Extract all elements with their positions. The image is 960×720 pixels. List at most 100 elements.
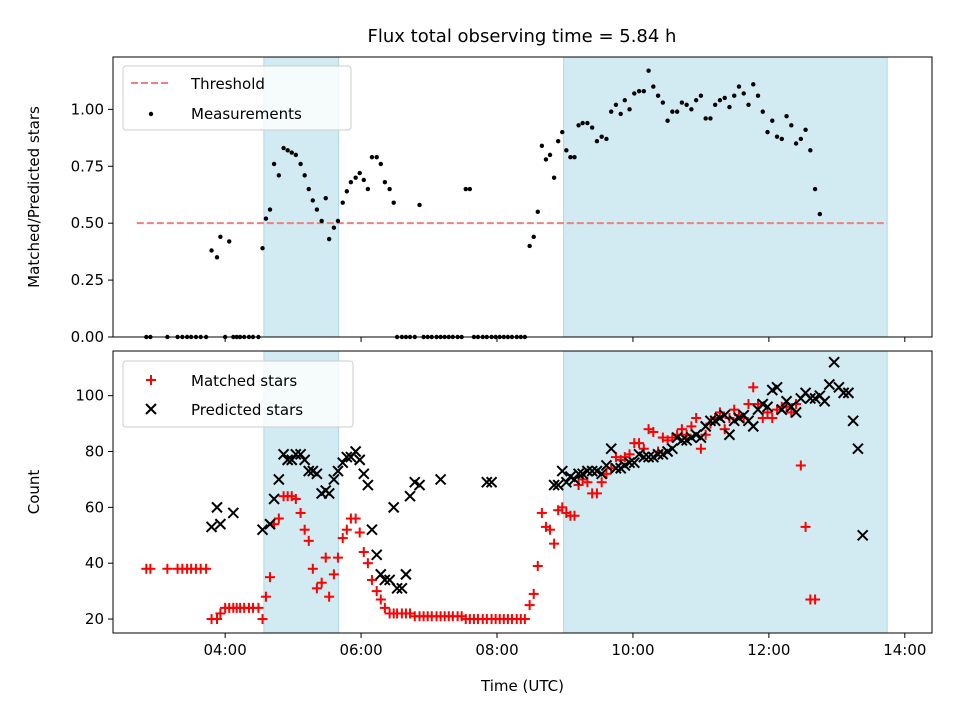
point-x-78 (704, 415, 717, 427)
y-tick-label: 40 (85, 554, 104, 572)
point-x-65 (642, 451, 655, 463)
point-dot-45 (357, 170, 362, 176)
point-dot-107 (622, 98, 627, 103)
point-dot-87 (535, 209, 540, 214)
point-dot-141 (784, 113, 789, 119)
point-x-12 (294, 448, 307, 461)
point-dot-95 (568, 154, 573, 160)
point-dot-143 (793, 141, 799, 146)
point-dot-113 (651, 84, 656, 89)
point-x-3 (227, 507, 240, 519)
point-dot-119 (679, 100, 685, 105)
point-x-70 (666, 443, 679, 455)
point-dot-121 (689, 107, 694, 112)
point-plus-2 (162, 563, 173, 574)
point-x-23 (341, 451, 353, 463)
point-x-76 (695, 431, 707, 444)
legend-threshold-label: Threshold (190, 75, 265, 93)
point-plus-142 (786, 407, 797, 418)
y-tick-label: 100 (75, 387, 104, 405)
point-dot-89 (543, 157, 549, 162)
point-plus-51 (379, 602, 390, 613)
point-x-38 (404, 490, 416, 502)
point-dot-27 (281, 145, 286, 151)
point-plus-1 (145, 563, 156, 574)
point-dot-22 (260, 246, 265, 251)
point-dot-103 (604, 136, 609, 142)
point-x-81 (718, 409, 731, 421)
point-x-87 (747, 420, 759, 433)
point-dot-14 (227, 239, 232, 244)
point-x-2 (214, 518, 227, 530)
point-plus-11 (211, 614, 222, 625)
x-tick-label: 12:00 (747, 641, 790, 659)
point-x-0 (205, 521, 218, 533)
point-dot-139 (774, 134, 780, 139)
point-plus-34 (307, 563, 318, 574)
point-x-52 (581, 465, 594, 477)
point-x-58 (610, 462, 622, 474)
point-dot-129 (727, 104, 732, 110)
point-plus-30 (290, 493, 301, 504)
point-plus-31 (295, 507, 306, 518)
point-dot-144 (798, 136, 804, 142)
point-dot-53 (391, 200, 396, 205)
point-dot-30 (293, 152, 299, 158)
point-dot-44 (353, 175, 358, 180)
point-plus-24 (265, 572, 276, 583)
point-dot-116 (665, 118, 670, 123)
point-dot-92 (555, 139, 561, 144)
point-x-1 (211, 501, 223, 514)
point-x-40 (413, 479, 426, 491)
point-dot-91 (551, 175, 557, 180)
point-plus-32 (299, 524, 310, 535)
count-panel-legend: Matched stars Predicted stars (122, 360, 354, 428)
point-plus-138 (767, 413, 778, 424)
point-dot-28 (285, 148, 290, 153)
point-plus-48 (366, 574, 377, 585)
legend-measurements-label: Measurements (191, 105, 302, 123)
shaded-interval-1 (563, 350, 888, 634)
point-dot-147 (812, 186, 818, 192)
point-dot-32 (302, 173, 307, 178)
point-x-10 (286, 454, 298, 466)
y-tick-label: 1.00 (71, 100, 104, 118)
count-panel-ylabel: Count (25, 470, 43, 515)
point-x-41 (434, 473, 447, 486)
point-x-13 (298, 454, 311, 466)
point-dot-35 (314, 207, 320, 212)
point-plus-44 (350, 513, 361, 524)
point-x-42 (481, 476, 493, 488)
point-dot-52 (387, 186, 392, 192)
point-x-46 (556, 465, 568, 477)
ratio-legend-box (122, 65, 352, 131)
point-x-99 (804, 392, 817, 405)
point-x-64 (638, 451, 650, 463)
point-dot-136 (760, 109, 765, 114)
point-x-16 (311, 468, 323, 480)
point-plus-49 (371, 586, 382, 597)
point-plus-144 (795, 460, 806, 471)
point-x-6 (268, 493, 280, 505)
point-dot-137 (765, 129, 770, 135)
y-tick-label: 0.25 (71, 271, 104, 289)
point-dot-128 (722, 95, 727, 101)
point-x-49 (568, 473, 581, 486)
point-x-61 (623, 456, 636, 469)
point-dot-59 (417, 202, 422, 208)
x-axis-label: Time (UTC) (480, 677, 564, 695)
legend-matched-label: Matched stars (191, 372, 297, 390)
point-dot-130 (732, 93, 737, 98)
point-dot-102 (599, 134, 604, 139)
x-tick-label: 04:00 (204, 641, 247, 659)
point-dot-104 (608, 109, 614, 114)
point-x-62 (628, 456, 641, 469)
point-plus-47 (362, 558, 373, 569)
point-dot-105 (613, 102, 619, 108)
point-dot-47 (365, 186, 371, 192)
x-tick-label: 14:00 (883, 641, 926, 659)
point-x-90 (761, 401, 774, 413)
point-x-22 (337, 456, 349, 469)
point-x-109 (852, 443, 864, 455)
count-legend-box (122, 360, 354, 428)
